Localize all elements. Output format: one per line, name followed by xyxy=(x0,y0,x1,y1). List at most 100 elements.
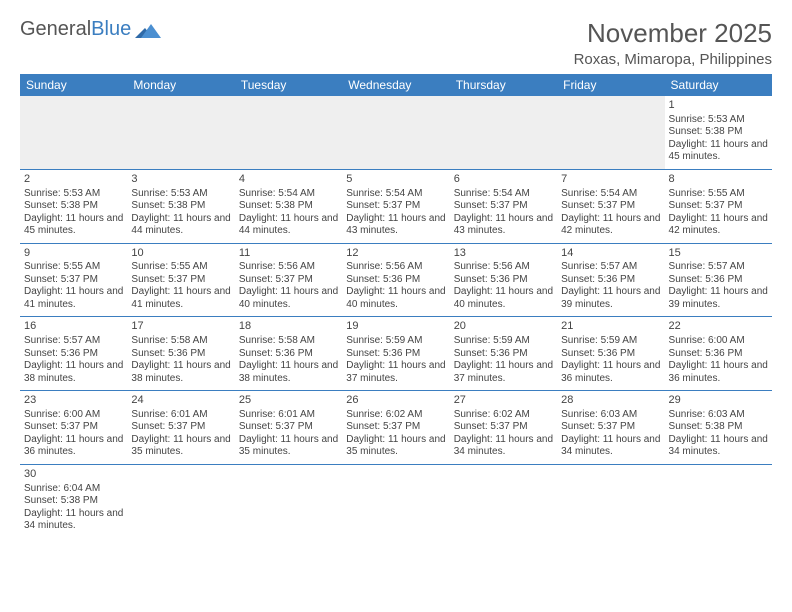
sunset-text: Sunset: 5:37 PM xyxy=(561,421,660,434)
calendar-cell: 29Sunrise: 6:03 AMSunset: 5:38 PMDayligh… xyxy=(665,391,772,465)
sunset-text: Sunset: 5:38 PM xyxy=(24,495,123,508)
calendar-week: 9Sunrise: 5:55 AMSunset: 5:37 PMDaylight… xyxy=(20,243,772,317)
sunrise-text: Sunrise: 5:55 AM xyxy=(669,188,768,201)
sunset-text: Sunset: 5:36 PM xyxy=(346,274,445,287)
sunrise-text: Sunrise: 5:57 AM xyxy=(669,261,768,274)
sunset-text: Sunset: 5:36 PM xyxy=(239,348,338,361)
calendar-table: SundayMondayTuesdayWednesdayThursdayFrid… xyxy=(20,74,772,538)
day-number: 23 xyxy=(24,394,123,408)
logo: GeneralBlue xyxy=(20,18,161,41)
daylight-text: Daylight: 11 hours and 38 minutes. xyxy=(239,360,338,385)
calendar-cell xyxy=(450,96,557,169)
day-number: 10 xyxy=(131,247,230,261)
day-number: 2 xyxy=(24,173,123,187)
daylight-text: Daylight: 11 hours and 40 minutes. xyxy=(239,286,338,311)
sunrise-text: Sunrise: 5:53 AM xyxy=(24,188,123,201)
daylight-text: Daylight: 11 hours and 38 minutes. xyxy=(131,360,230,385)
day-number: 7 xyxy=(561,173,660,187)
daylight-text: Daylight: 11 hours and 37 minutes. xyxy=(346,360,445,385)
daylight-text: Daylight: 11 hours and 42 minutes. xyxy=(669,213,768,238)
day-header: Saturday xyxy=(665,74,772,96)
sunset-text: Sunset: 5:37 PM xyxy=(131,421,230,434)
sunrise-text: Sunrise: 5:57 AM xyxy=(561,261,660,274)
sunrise-text: Sunrise: 5:57 AM xyxy=(24,335,123,348)
daylight-text: Daylight: 11 hours and 44 minutes. xyxy=(239,213,338,238)
calendar-cell: 19Sunrise: 5:59 AMSunset: 5:36 PMDayligh… xyxy=(342,317,449,391)
daylight-text: Daylight: 11 hours and 43 minutes. xyxy=(346,213,445,238)
daylight-text: Daylight: 11 hours and 42 minutes. xyxy=(561,213,660,238)
sunset-text: Sunset: 5:37 PM xyxy=(131,274,230,287)
sunrise-text: Sunrise: 5:53 AM xyxy=(669,114,768,127)
day-number: 14 xyxy=(561,247,660,261)
calendar-cell: 8Sunrise: 5:55 AMSunset: 5:37 PMDaylight… xyxy=(665,169,772,243)
sunset-text: Sunset: 5:37 PM xyxy=(24,274,123,287)
sunrise-text: Sunrise: 5:56 AM xyxy=(239,261,338,274)
sunset-text: Sunset: 5:37 PM xyxy=(239,421,338,434)
sunset-text: Sunset: 5:38 PM xyxy=(669,421,768,434)
day-number: 6 xyxy=(454,173,553,187)
calendar-body: 1Sunrise: 5:53 AMSunset: 5:38 PMDaylight… xyxy=(20,96,772,538)
calendar-cell xyxy=(342,96,449,169)
sunset-text: Sunset: 5:36 PM xyxy=(131,348,230,361)
day-number: 22 xyxy=(669,320,768,334)
sunset-text: Sunset: 5:38 PM xyxy=(239,200,338,213)
sunset-text: Sunset: 5:37 PM xyxy=(561,200,660,213)
sunrise-text: Sunrise: 6:02 AM xyxy=(346,409,445,422)
calendar-cell: 25Sunrise: 6:01 AMSunset: 5:37 PMDayligh… xyxy=(235,391,342,465)
calendar-cell xyxy=(127,464,234,537)
day-number: 30 xyxy=(24,468,123,482)
calendar-cell: 17Sunrise: 5:58 AMSunset: 5:36 PMDayligh… xyxy=(127,317,234,391)
daylight-text: Daylight: 11 hours and 35 minutes. xyxy=(239,434,338,459)
day-header: Wednesday xyxy=(342,74,449,96)
day-header: Sunday xyxy=(20,74,127,96)
daylight-text: Daylight: 11 hours and 45 minutes. xyxy=(669,139,768,164)
sunrise-text: Sunrise: 5:55 AM xyxy=(131,261,230,274)
sunrise-text: Sunrise: 5:54 AM xyxy=(561,188,660,201)
sunset-text: Sunset: 5:36 PM xyxy=(561,274,660,287)
sunset-text: Sunset: 5:38 PM xyxy=(669,126,768,139)
daylight-text: Daylight: 11 hours and 36 minutes. xyxy=(24,434,123,459)
calendar-cell xyxy=(20,96,127,169)
day-header: Tuesday xyxy=(235,74,342,96)
daylight-text: Daylight: 11 hours and 39 minutes. xyxy=(561,286,660,311)
daylight-text: Daylight: 11 hours and 44 minutes. xyxy=(131,213,230,238)
sunset-text: Sunset: 5:37 PM xyxy=(239,274,338,287)
daylight-text: Daylight: 11 hours and 40 minutes. xyxy=(454,286,553,311)
day-number: 9 xyxy=(24,247,123,261)
day-number: 11 xyxy=(239,247,338,261)
sunrise-text: Sunrise: 6:00 AM xyxy=(669,335,768,348)
sunset-text: Sunset: 5:36 PM xyxy=(454,348,553,361)
sunrise-text: Sunrise: 5:56 AM xyxy=(346,261,445,274)
logo-text-general: General xyxy=(20,18,91,41)
sunset-text: Sunset: 5:37 PM xyxy=(346,421,445,434)
calendar-cell: 2Sunrise: 5:53 AMSunset: 5:38 PMDaylight… xyxy=(20,169,127,243)
calendar-cell: 24Sunrise: 6:01 AMSunset: 5:37 PMDayligh… xyxy=(127,391,234,465)
sunset-text: Sunset: 5:37 PM xyxy=(24,421,123,434)
calendar-cell: 4Sunrise: 5:54 AMSunset: 5:38 PMDaylight… xyxy=(235,169,342,243)
day-number: 15 xyxy=(669,247,768,261)
calendar-cell xyxy=(557,464,664,537)
calendar-cell xyxy=(557,96,664,169)
sunset-text: Sunset: 5:36 PM xyxy=(24,348,123,361)
sunset-text: Sunset: 5:38 PM xyxy=(24,200,123,213)
daylight-text: Daylight: 11 hours and 45 minutes. xyxy=(24,213,123,238)
sunrise-text: Sunrise: 6:00 AM xyxy=(24,409,123,422)
calendar-cell xyxy=(127,96,234,169)
sunrise-text: Sunrise: 5:59 AM xyxy=(561,335,660,348)
calendar-cell: 3Sunrise: 5:53 AMSunset: 5:38 PMDaylight… xyxy=(127,169,234,243)
calendar-cell: 20Sunrise: 5:59 AMSunset: 5:36 PMDayligh… xyxy=(450,317,557,391)
calendar-cell: 16Sunrise: 5:57 AMSunset: 5:36 PMDayligh… xyxy=(20,317,127,391)
calendar-cell: 21Sunrise: 5:59 AMSunset: 5:36 PMDayligh… xyxy=(557,317,664,391)
page-header: GeneralBlue November 2025 Roxas, Mimarop… xyxy=(20,18,772,68)
day-number: 29 xyxy=(669,394,768,408)
calendar-cell: 5Sunrise: 5:54 AMSunset: 5:37 PMDaylight… xyxy=(342,169,449,243)
calendar-cell: 11Sunrise: 5:56 AMSunset: 5:37 PMDayligh… xyxy=(235,243,342,317)
daylight-text: Daylight: 11 hours and 34 minutes. xyxy=(24,508,123,533)
day-header: Thursday xyxy=(450,74,557,96)
daylight-text: Daylight: 11 hours and 38 minutes. xyxy=(24,360,123,385)
calendar-cell xyxy=(450,464,557,537)
sunset-text: Sunset: 5:37 PM xyxy=(454,200,553,213)
calendar-cell: 30Sunrise: 6:04 AMSunset: 5:38 PMDayligh… xyxy=(20,464,127,537)
sunrise-text: Sunrise: 6:01 AM xyxy=(131,409,230,422)
sunset-text: Sunset: 5:36 PM xyxy=(454,274,553,287)
